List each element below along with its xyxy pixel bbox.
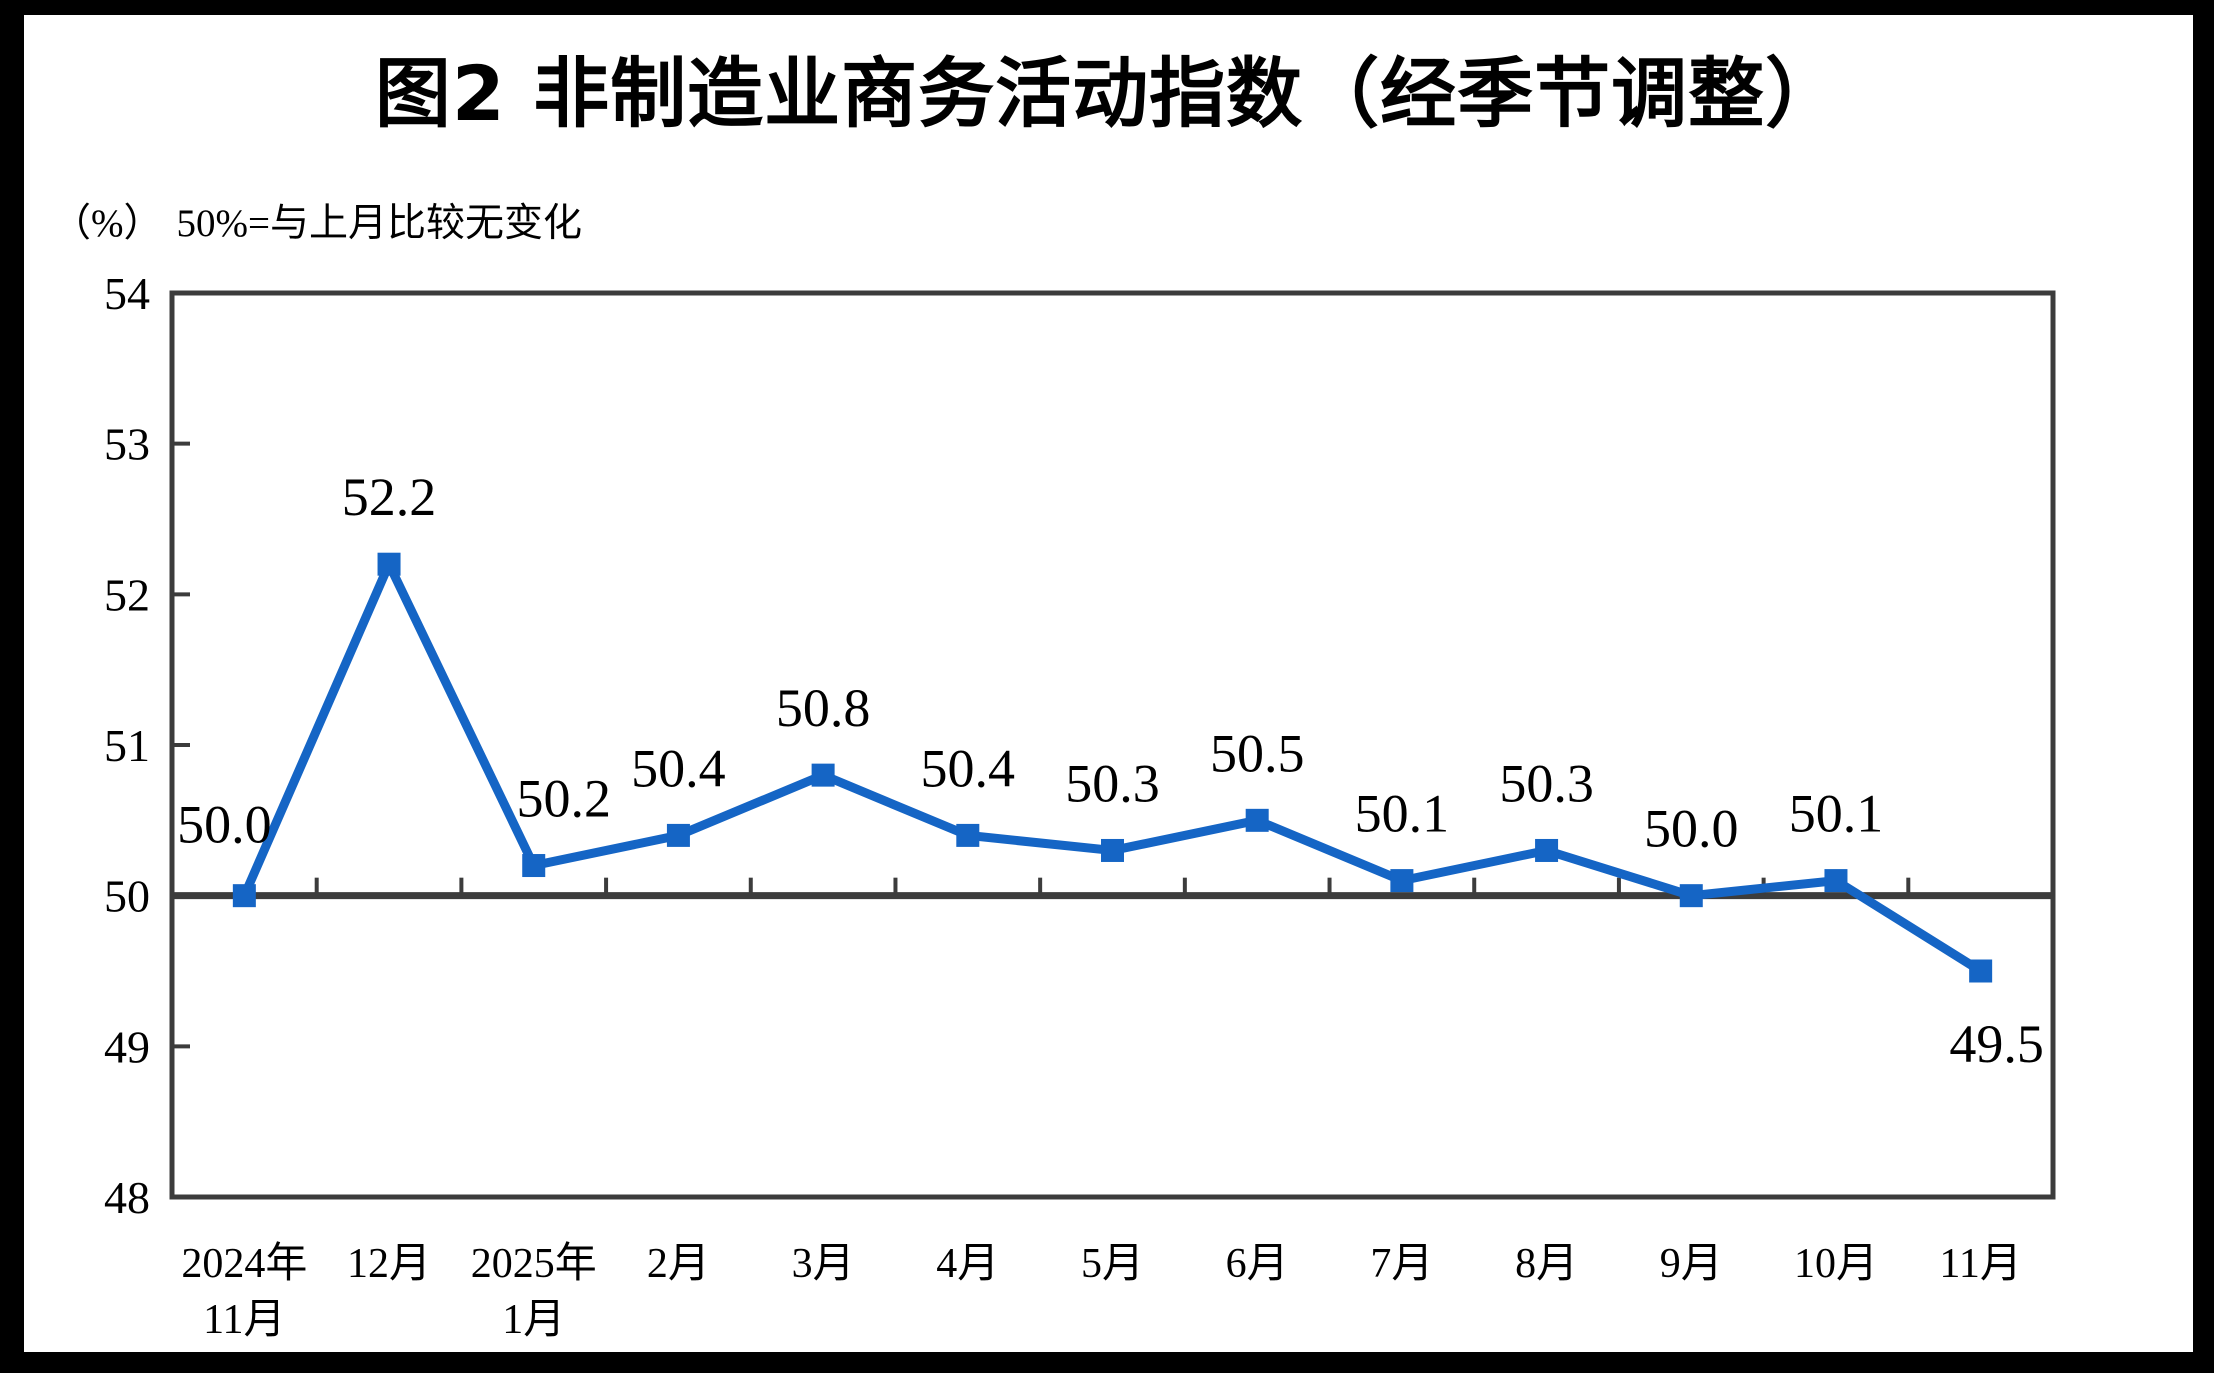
y-axis-tick-label: 53 (104, 419, 150, 470)
data-point-marker (956, 823, 980, 847)
y-axis-tick-label: 50 (104, 871, 150, 922)
data-point-marker (522, 854, 546, 878)
x-axis-label: 10月 (1794, 1241, 1878, 1287)
data-point-marker (1969, 959, 1993, 983)
x-axis-label: 4月 (936, 1241, 999, 1287)
data-point-label: 50.8 (776, 678, 871, 738)
y-axis-tick-label: 51 (104, 720, 150, 771)
data-point-label: 50.1 (1789, 784, 1884, 844)
data-point-label: 50.4 (921, 738, 1016, 798)
y-axis-unit-label: （%） (52, 202, 163, 245)
data-point-label: 50.3 (1499, 753, 1594, 813)
data-point-label: 50.3 (1065, 753, 1160, 813)
data-point-marker (1679, 884, 1703, 908)
data-point-marker (1535, 838, 1559, 862)
data-point-marker (1101, 838, 1124, 862)
x-axis-label: 2月 (647, 1241, 710, 1287)
data-point-marker (1390, 869, 1414, 893)
data-point-marker (811, 763, 835, 787)
data-point-marker (1245, 808, 1269, 832)
x-axis-label: 6月 (1226, 1241, 1289, 1287)
y-axis-tick-label: 52 (104, 569, 150, 620)
x-axis-label: 7月 (1370, 1241, 1433, 1287)
x-axis-label: 1月 (502, 1297, 565, 1343)
data-point-marker (232, 884, 256, 908)
y-axis-tick-label: 48 (104, 1172, 150, 1223)
axis-unit-note: （%） 50%=与上月比较无变化 (52, 192, 582, 248)
x-axis-label: 2025年 (471, 1240, 597, 1287)
x-axis-label: 11月 (203, 1297, 285, 1343)
plot-border (169, 290, 2056, 1200)
data-point-marker (1824, 869, 1848, 893)
x-axis-label: 8月 (1515, 1241, 1578, 1287)
data-point-label: 50.0 (1644, 799, 1739, 859)
data-point-label: 50.4 (631, 738, 726, 798)
x-axis-label: 11月 (1939, 1241, 2021, 1287)
chart-canvas (24, 15, 2193, 1352)
data-point-marker (666, 823, 690, 847)
x-axis-label: 9月 (1660, 1241, 1723, 1287)
x-axis-label: 5月 (1081, 1241, 1144, 1287)
x-axis-label: 12月 (347, 1241, 431, 1287)
data-point-label: 50.1 (1355, 784, 1450, 844)
x-axis-label: 3月 (792, 1241, 855, 1287)
y-axis-tick-label: 49 (104, 1021, 150, 1072)
x-axis-label: 2024年 (181, 1240, 307, 1287)
y-axis-tick-label: 54 (104, 268, 150, 319)
data-point-marker (377, 552, 401, 576)
chart-title: 图2 非制造业商务活动指数（经季节调整） (374, 49, 1843, 138)
data-point-label: 50.5 (1210, 723, 1305, 783)
reference-note: 50%=与上月比较无变化 (176, 202, 582, 245)
data-point-label: 50.2 (516, 769, 611, 829)
data-point-label: 52.2 (342, 467, 437, 527)
data-point-label: 50.0 (177, 795, 272, 855)
data-point-label: 49.5 (1949, 1014, 2044, 1074)
